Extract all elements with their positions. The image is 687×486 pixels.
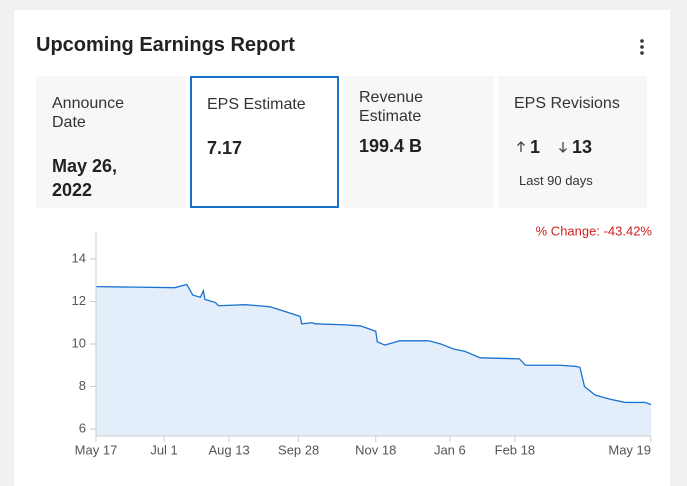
tile-label: EPS Revisions [514, 95, 620, 112]
x-tick-label: Aug 13 [208, 442, 249, 457]
x-tick-label: Sep 28 [278, 442, 319, 457]
tile[interactable]: Revenue Estimate 199.4 B [343, 76, 494, 208]
x-tick-label: May 17 [75, 442, 118, 457]
up-arrow [517, 141, 525, 152]
line [95, 283, 652, 406]
y-tick-label: 12 [72, 293, 86, 308]
x-tick-label: Jan 6 [434, 442, 466, 457]
y-tick-label: 10 [72, 335, 86, 350]
area [96, 284, 651, 436]
menu-button[interactable] [636, 38, 648, 58]
tile-value: 199.4 B [359, 136, 423, 156]
up-count: 1 [530, 137, 541, 157]
x-tick-label: Jul 1 [150, 442, 177, 457]
tile-value: 7.17 [207, 138, 243, 158]
tile[interactable]: EPS Revisions 1 13 Last 90 days [498, 76, 647, 208]
tile-label: Revenue Estimate [359, 89, 424, 125]
y-tick-label: 14 [72, 250, 86, 265]
down-count: 13 [572, 137, 593, 157]
tile-value: May 26, 2022 [52, 156, 118, 200]
tile-note: Last 90 days [519, 173, 593, 188]
x-tick-label: May 19 [608, 442, 651, 457]
y-tick-label: 6 [79, 420, 86, 435]
x-tick-label: Nov 18 [355, 442, 396, 457]
tile-label: EPS Estimate [207, 96, 306, 113]
card-title: Upcoming Earnings Report [36, 34, 295, 56]
y-tick-label: 8 [79, 378, 86, 393]
tile[interactable]: Announce Date May 26, 2022 [36, 76, 186, 208]
revisions: 1 13 [514, 135, 644, 159]
down-arrow [559, 142, 567, 153]
annotation: % Change: -43.42% [536, 223, 653, 238]
x-tick-label: Feb 18 [495, 442, 535, 457]
tile-label: Announce Date [52, 95, 125, 131]
tile[interactable]: EPS Estimate 7.17 [190, 76, 339, 208]
